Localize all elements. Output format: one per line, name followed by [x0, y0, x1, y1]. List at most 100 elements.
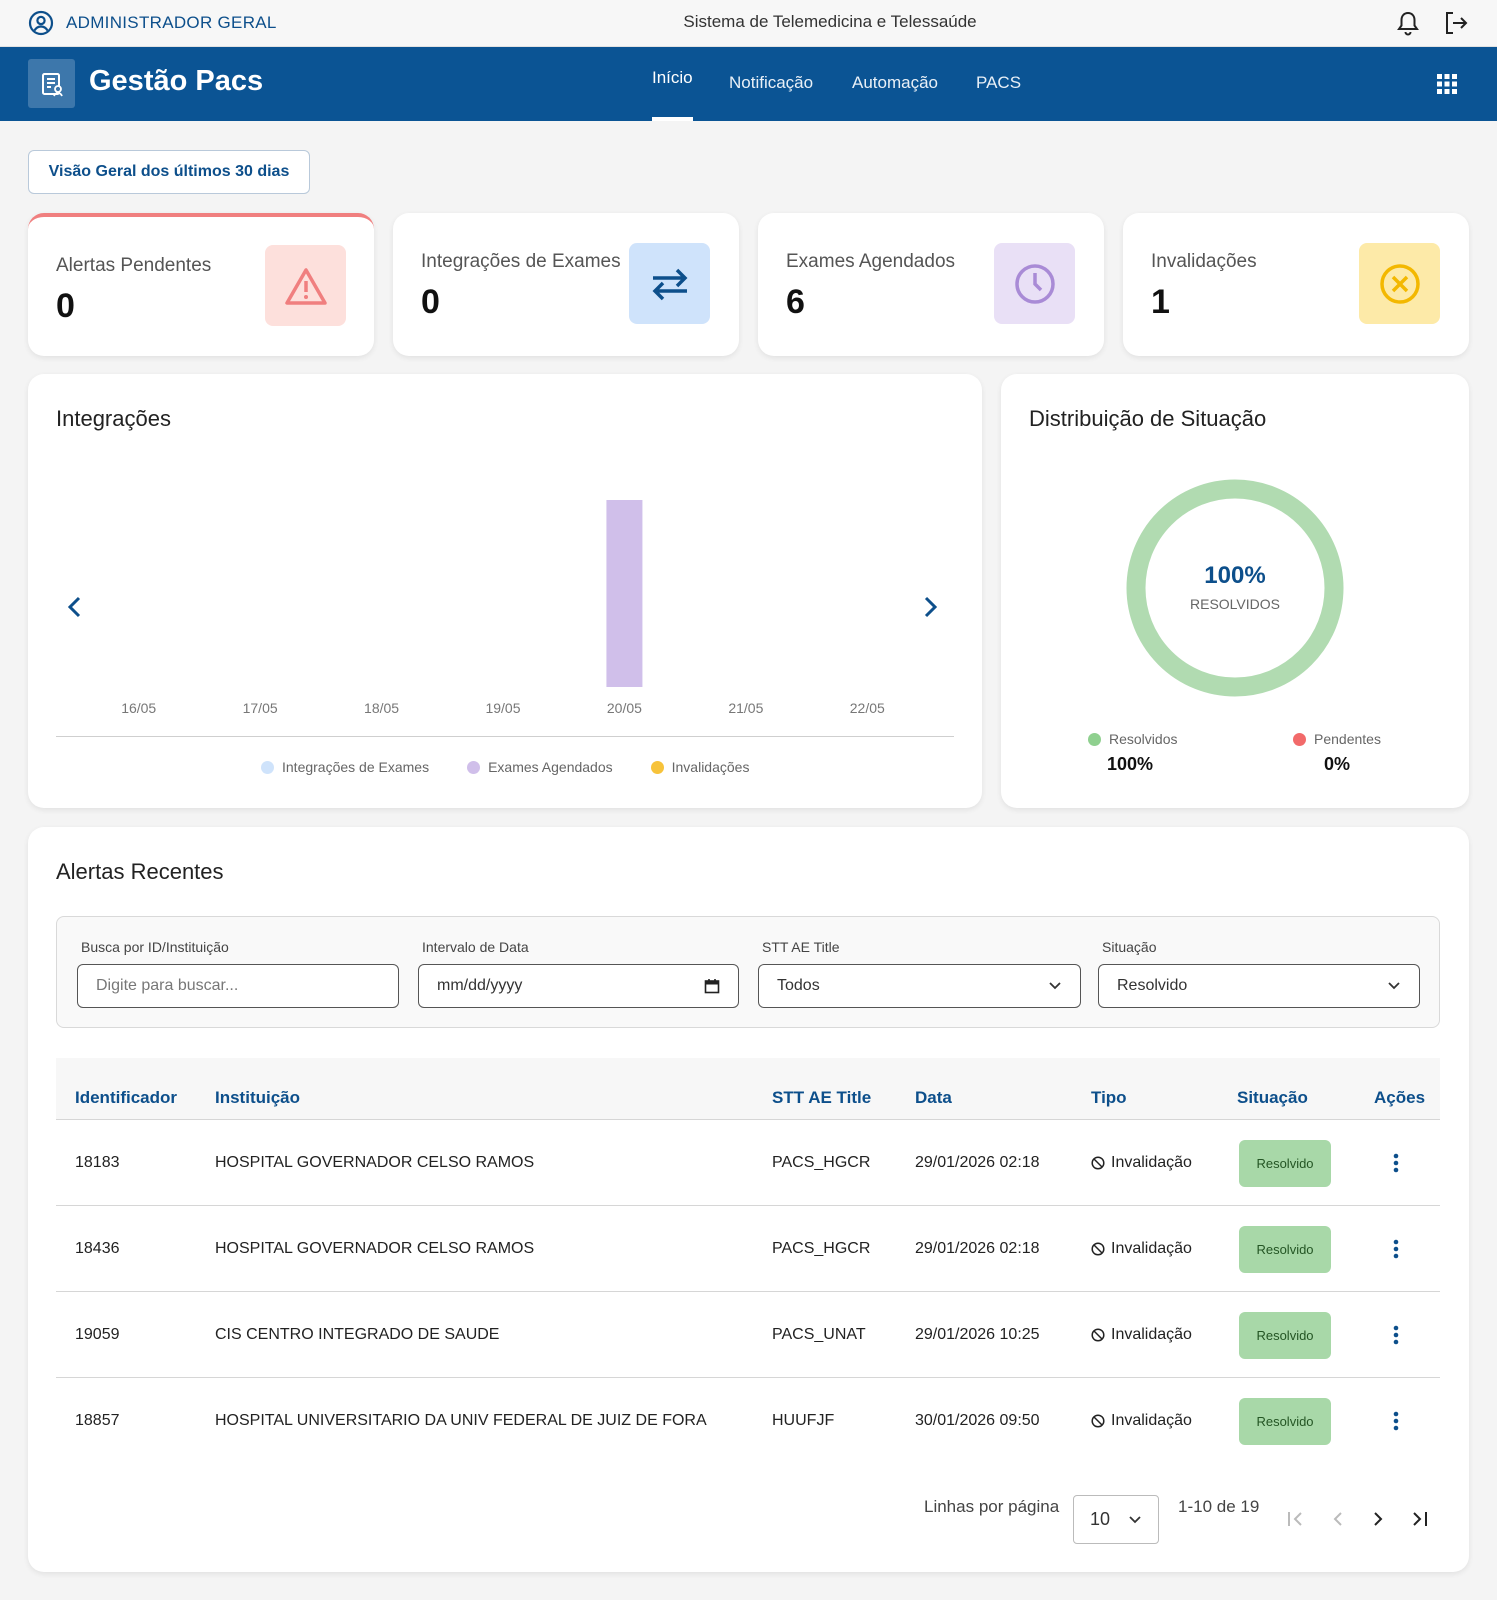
table-row[interactable]: 18436 HOSPITAL GOVERNADOR CELSO RAMOS PA… [56, 1205, 1440, 1291]
overview-period-button[interactable]: Visão Geral dos últimos 30 dias [28, 150, 310, 194]
nav-notificacao[interactable]: Notificação [729, 73, 814, 92]
cell-institution: HOSPITAL UNIVERSITARIO DA UNIV FEDERAL D… [215, 1412, 707, 1429]
nav-inicio[interactable]: Início [652, 68, 693, 121]
table-header: Identificador Instituição STT AE Title D… [56, 1058, 1440, 1119]
cell-institution: HOSPITAL GOVERNADOR CELSO RAMOS [215, 1240, 535, 1257]
more-vert-icon[interactable] [1391, 1152, 1401, 1174]
legend-item: Integrações de Exames [261, 759, 429, 775]
table-row[interactable]: 18183 HOSPITAL GOVERNADOR CELSO RAMOS PA… [56, 1119, 1440, 1205]
user-circle-icon [28, 10, 54, 36]
stat-value: 6 [786, 283, 805, 321]
system-title: Sistema de Telemedicina e Telessaúde [683, 12, 977, 31]
block-icon [1091, 1156, 1105, 1170]
nav-automacao[interactable]: Automação [852, 73, 938, 92]
block-icon [1091, 1414, 1105, 1428]
integrations-chart-card: Integrações 16/05 17/05 18/05 19/05 20/05 21/… [28, 374, 982, 808]
integrations-bar-chart: 16/05 17/05 18/05 19/05 20/05 21/05 22/05 [121, 500, 885, 716]
x-tick-label: 18/05 [364, 700, 399, 716]
date-value: mm/dd/yyyy [437, 977, 523, 994]
alerts-title: Alertas Recentes [56, 859, 224, 884]
stat-icon-box [629, 243, 710, 324]
legend-dot [650, 761, 664, 774]
legend-label: Invalidações [671, 759, 750, 775]
table-row[interactable]: 19059 CIS CENTRO INTEGRADO DE SAUDE PACS… [56, 1291, 1440, 1377]
ae-title-label: STT AE Title [762, 939, 840, 955]
legend-dot [1293, 733, 1306, 746]
user-label: ADMINISTRADOR GERAL [66, 13, 277, 32]
nav-pacs[interactable]: PACS [976, 73, 1022, 92]
chart-prev-icon[interactable] [64, 594, 86, 620]
chart-title: Integrações [56, 406, 171, 431]
date-input[interactable]: mm/dd/yyyy [418, 964, 739, 1008]
more-vert-icon[interactable] [1391, 1410, 1401, 1432]
x-tick-label: 17/05 [243, 700, 278, 716]
more-vert-icon[interactable] [1391, 1324, 1401, 1346]
chart-legend: Integrações de Exames Exames Agendados I… [261, 759, 749, 775]
legend-dot [467, 761, 481, 774]
page-range: 1-10 de 19 [1178, 1497, 1260, 1516]
column-header-data[interactable]: Data [915, 1088, 952, 1107]
first-page-icon[interactable] [1286, 1510, 1306, 1528]
stat-value: 0 [421, 283, 440, 321]
status-badge: Resolvido [1239, 1226, 1331, 1273]
column-header-identificador[interactable]: Identificador [75, 1088, 178, 1107]
cell-type: Invalidação [1091, 1412, 1192, 1430]
more-vert-icon[interactable] [1391, 1238, 1401, 1260]
legend-pendentes: Pendentes [1293, 731, 1381, 747]
status-filter-select[interactable]: Resolvido [1098, 964, 1420, 1008]
warning-icon [284, 267, 327, 305]
rows-per-page-select[interactable]: 10 [1073, 1495, 1159, 1544]
chart-next-icon[interactable] [919, 594, 941, 620]
filters-panel: Busca por ID/Instituição Digite para bus… [56, 916, 1440, 1028]
column-header-instituicao[interactable]: Instituição [215, 1088, 301, 1107]
cell-id: 18436 [75, 1240, 120, 1257]
cell-id: 18857 [75, 1412, 120, 1429]
cell-date: 29/01/2026 02:18 [915, 1240, 1040, 1257]
calendar-icon[interactable] [704, 978, 720, 994]
cancel-circle-icon [1379, 263, 1420, 304]
prev-page-icon[interactable] [1328, 1510, 1348, 1528]
legend-dot [261, 761, 274, 774]
status-badge: Resolvido [1239, 1140, 1331, 1187]
app-brand: Gestão Pacs [89, 65, 264, 97]
last-page-icon[interactable] [1409, 1510, 1429, 1528]
donut-chart [1126, 479, 1344, 697]
stat-icon-box [1359, 243, 1440, 324]
stat-card-integracoes: Integrações de Exames 0 [393, 213, 739, 356]
table-row[interactable]: 18857 HOSPITAL UNIVERSITARIO DA UNIV FED… [56, 1377, 1440, 1463]
column-header-tipo[interactable]: Tipo [1091, 1088, 1127, 1107]
cell-institution: CIS CENTRO INTEGRADO DE SAUDE [215, 1326, 500, 1343]
donut-center-value: 100% [1204, 562, 1266, 589]
legend-label: Resolvidos [1109, 731, 1178, 747]
ae-title-select[interactable]: Todos [758, 964, 1081, 1008]
next-page-icon[interactable] [1368, 1510, 1388, 1528]
bell-icon[interactable] [1396, 10, 1420, 36]
logout-icon[interactable] [1443, 10, 1469, 36]
block-icon [1091, 1328, 1105, 1342]
search-input[interactable]: Digite para buscar... [77, 964, 399, 1008]
status-distribution-card: Distribuição de Situação 100% RESOLVIDOS… [1001, 374, 1469, 808]
status-filter-value: Resolvido [1117, 977, 1188, 994]
apps-grid-icon[interactable] [1436, 73, 1458, 95]
search-label: Busca por ID/Instituição [81, 939, 229, 955]
stat-icon-box [994, 243, 1075, 324]
cell-ae-title: HUUFJF [772, 1412, 835, 1429]
column-header-ae-title[interactable]: STT AE Title [772, 1088, 872, 1107]
swap-arrows-icon [652, 268, 687, 300]
column-header-situacao[interactable]: Situação [1237, 1088, 1308, 1107]
bar-exames-agendados[interactable] [606, 500, 643, 687]
rows-per-page-label: Linhas por página [924, 1497, 1060, 1516]
user-menu[interactable]: ADMINISTRADOR GERAL [28, 10, 277, 36]
x-tick-label: 19/05 [485, 700, 520, 716]
ae-title-value: Todos [777, 977, 820, 994]
cell-id: 18183 [75, 1154, 120, 1171]
x-tick-label: 21/05 [728, 700, 763, 716]
column-header-acoes: Ações [1374, 1088, 1426, 1107]
cell-id: 19059 [75, 1326, 120, 1343]
cell-type: Invalidação [1091, 1326, 1192, 1344]
status-badge: Resolvido [1239, 1312, 1331, 1359]
cell-date: 29/01/2026 02:18 [915, 1154, 1040, 1171]
stat-card-exames-agendados: Exames Agendados 6 [758, 213, 1104, 356]
legend-resolvidos-value: 100% [1107, 754, 1154, 774]
cell-date: 29/01/2026 10:25 [915, 1326, 1040, 1343]
